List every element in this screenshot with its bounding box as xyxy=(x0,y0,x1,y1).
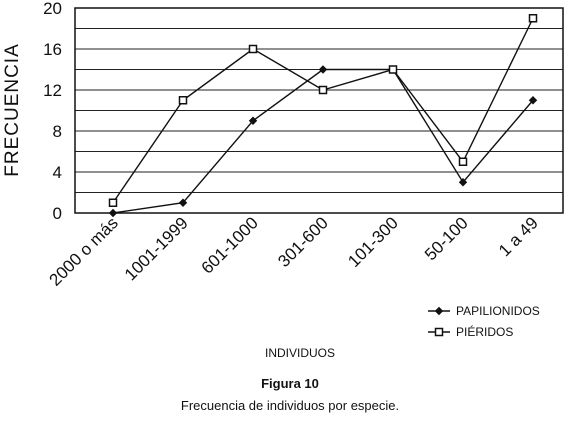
y-tick-label: 8 xyxy=(53,122,62,141)
y-tick-label: 12 xyxy=(43,81,62,100)
data-point xyxy=(178,198,188,207)
figure-caption: Frecuencia de individuos por especie. xyxy=(180,398,400,413)
series-piéridos xyxy=(108,14,538,207)
y-tick-labels: 0 4 8 12 16 20 xyxy=(43,0,62,223)
y-tick-label: 0 xyxy=(53,204,62,223)
x-tick-label: 601-1000 xyxy=(198,213,262,277)
data-point xyxy=(248,44,258,54)
x-tick-label: 1 a 49 xyxy=(495,213,542,260)
y-axis-title: FRECUENCIA xyxy=(2,43,23,177)
legend-label: PIÉRIDOS xyxy=(456,324,513,339)
x-axis-title: INDIVIDUOS xyxy=(265,346,335,360)
x-tick-label: 50-100 xyxy=(421,213,472,264)
figure-title: Figura 10 xyxy=(261,376,319,391)
y-tick-label: 4 xyxy=(53,163,62,182)
data-point xyxy=(434,327,444,337)
x-tick-labels: 2000 o más 1001-1999 601-1000 301-600 101-30… xyxy=(46,213,542,289)
data-point xyxy=(108,208,118,218)
gridlines xyxy=(75,28,563,193)
x-tick-label: 101-300 xyxy=(344,213,402,271)
series-lines xyxy=(108,14,538,218)
data-point xyxy=(458,178,468,187)
x-tick-label: 301-600 xyxy=(274,213,332,271)
data-point xyxy=(318,65,328,74)
data-point xyxy=(318,85,328,95)
legend-label: PAPILIONIDOS xyxy=(456,304,540,318)
data-point xyxy=(528,14,538,23)
y-tick-label: 20 xyxy=(43,0,62,18)
y-tick-label: 16 xyxy=(43,40,62,59)
legend-item: PAPILIONIDOS xyxy=(428,304,540,318)
legend-item: PIÉRIDOS xyxy=(428,324,513,339)
legend: PAPILIONIDOS PIÉRIDOS xyxy=(428,304,540,339)
x-tick-label: 1001-1999 xyxy=(121,213,192,284)
data-point xyxy=(108,198,118,207)
data-point xyxy=(388,65,398,74)
data-point xyxy=(434,306,444,316)
data-point xyxy=(178,96,188,105)
data-point xyxy=(248,116,258,125)
data-point xyxy=(528,96,538,105)
x-tick-label: 2000 o más xyxy=(46,213,122,289)
plot-frame xyxy=(74,7,564,214)
data-point xyxy=(458,157,468,166)
